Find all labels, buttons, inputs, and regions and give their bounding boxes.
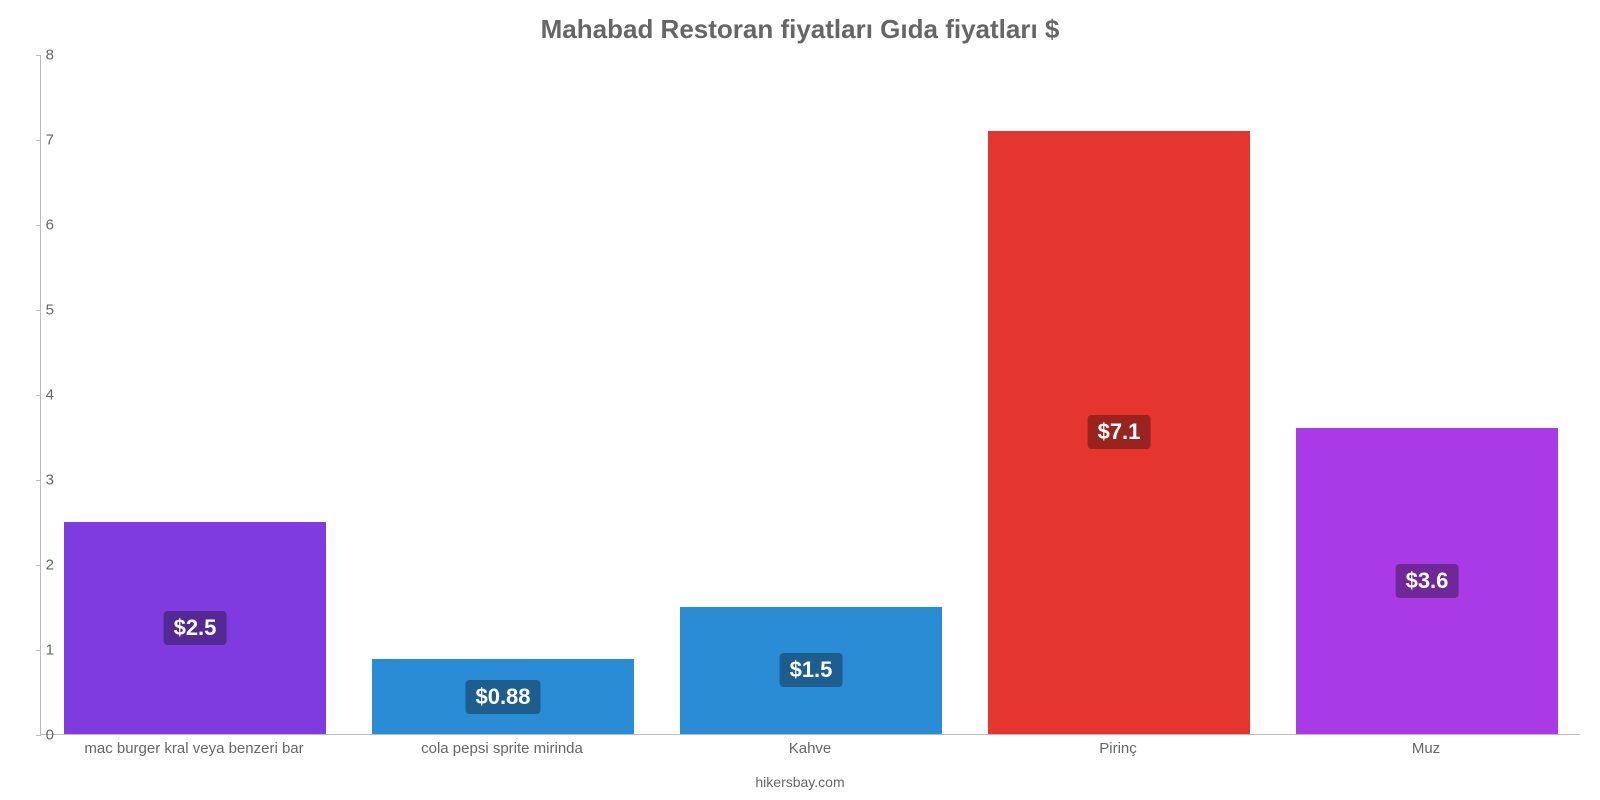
x-tick-label: Pirinç <box>1099 740 1137 757</box>
y-tick-label: 6 <box>24 217 54 234</box>
y-tick-label: 5 <box>24 302 54 319</box>
plot-area: $2.5 $0.88 $1.5 $7.1 $3.6 <box>40 55 1580 735</box>
bar-value-label: $3.6 <box>1396 564 1459 598</box>
x-tick-label: mac burger kral veya benzeri bar <box>84 740 303 757</box>
chart-footer: hikersbay.com <box>0 774 1600 790</box>
bar-value-label: $7.1 <box>1088 415 1151 449</box>
chart-title: Mahabad Restoran fiyatları Gıda fiyatlar… <box>0 14 1600 45</box>
x-tick-label: cola pepsi sprite mirinda <box>421 740 583 757</box>
bar-value-label: $0.88 <box>465 680 540 714</box>
y-tick-label: 2 <box>24 557 54 574</box>
y-tick-label: 0 <box>24 727 54 744</box>
x-tick-label: Kahve <box>789 740 832 757</box>
y-tick-label: 7 <box>24 132 54 149</box>
y-tick-label: 1 <box>24 642 54 659</box>
bar-value-label: $2.5 <box>164 611 227 645</box>
y-tick-label: 3 <box>24 472 54 489</box>
bar-value-label: $1.5 <box>780 653 843 687</box>
y-tick-label: 4 <box>24 387 54 404</box>
price-bar-chart: Mahabad Restoran fiyatları Gıda fiyatlar… <box>0 0 1600 800</box>
x-tick-label: Muz <box>1412 740 1440 757</box>
y-tick-label: 8 <box>24 47 54 64</box>
